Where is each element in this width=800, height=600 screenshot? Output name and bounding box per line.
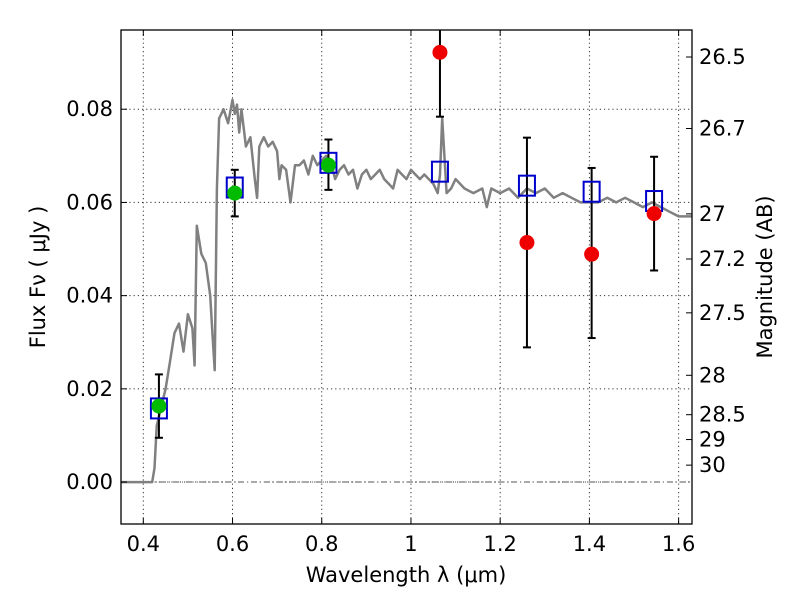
non-detection-point — [519, 235, 535, 251]
x-tick-label: 1 — [404, 532, 417, 556]
model-sed-line-layer — [121, 98, 692, 484]
data-points — [151, 44, 662, 414]
x-tick-label: 0.6 — [216, 532, 249, 556]
x-tick-label: 1.4 — [573, 532, 606, 556]
x-axis-label: Wavelength λ (μm) — [306, 563, 507, 587]
magnitude-tick-label: 27.5 — [699, 301, 746, 325]
y-axis-label: Flux Fν ( μJy ) — [26, 206, 50, 349]
non-detection-point — [646, 206, 662, 222]
y-tick-label: 0.06 — [66, 190, 113, 214]
magnitude-tick-label: 26.7 — [699, 117, 746, 141]
magnitude-tick-label: 28 — [699, 363, 726, 387]
model-photometry-square — [149, 397, 168, 420]
detection-point — [227, 185, 243, 201]
y-tick-label: 0.04 — [66, 284, 113, 308]
non-detection-point — [432, 44, 448, 60]
plot-frame — [120, 29, 693, 525]
y-tick-label: 0.02 — [66, 377, 113, 401]
model-photometry-square — [517, 174, 536, 197]
y-tick-label: 0.08 — [66, 97, 113, 121]
magnitude-tick-label: 30 — [699, 453, 726, 477]
detection-point — [320, 157, 336, 173]
right-axis-label: Magnitude (AB) — [753, 195, 777, 358]
x-tick-label: 0.4 — [127, 532, 160, 556]
model-photometry-square — [319, 151, 338, 174]
x-tick-label: 0.8 — [305, 532, 338, 556]
detection-point — [151, 398, 167, 414]
grid-lines — [121, 30, 692, 524]
x-tick-label: 1.6 — [662, 532, 695, 556]
magnitude-tick-label: 27 — [699, 202, 726, 226]
magnitude-tick-label: 26.5 — [699, 45, 746, 69]
axis-ticks: 0.4 0.6 0.8 1 1.2 1.4 1.6 0.00 0.02 0.04 0.06 0.08 2… — [66, 30, 746, 556]
model-photometry-square — [582, 180, 601, 203]
y-tick-label: 0.00 — [66, 470, 113, 494]
magnitude-tick-label: 28.5 — [699, 403, 746, 427]
model-photometry-square — [430, 160, 449, 183]
model-photometry-squares — [149, 151, 664, 420]
model-sed-line — [121, 98, 692, 484]
magnitude-tick-label: 29 — [699, 428, 726, 452]
magnitude-tick-label: 27.2 — [699, 247, 746, 271]
non-detection-point — [584, 246, 600, 262]
x-tick-label: 1.2 — [483, 532, 516, 556]
error-bars — [154, 30, 659, 439]
